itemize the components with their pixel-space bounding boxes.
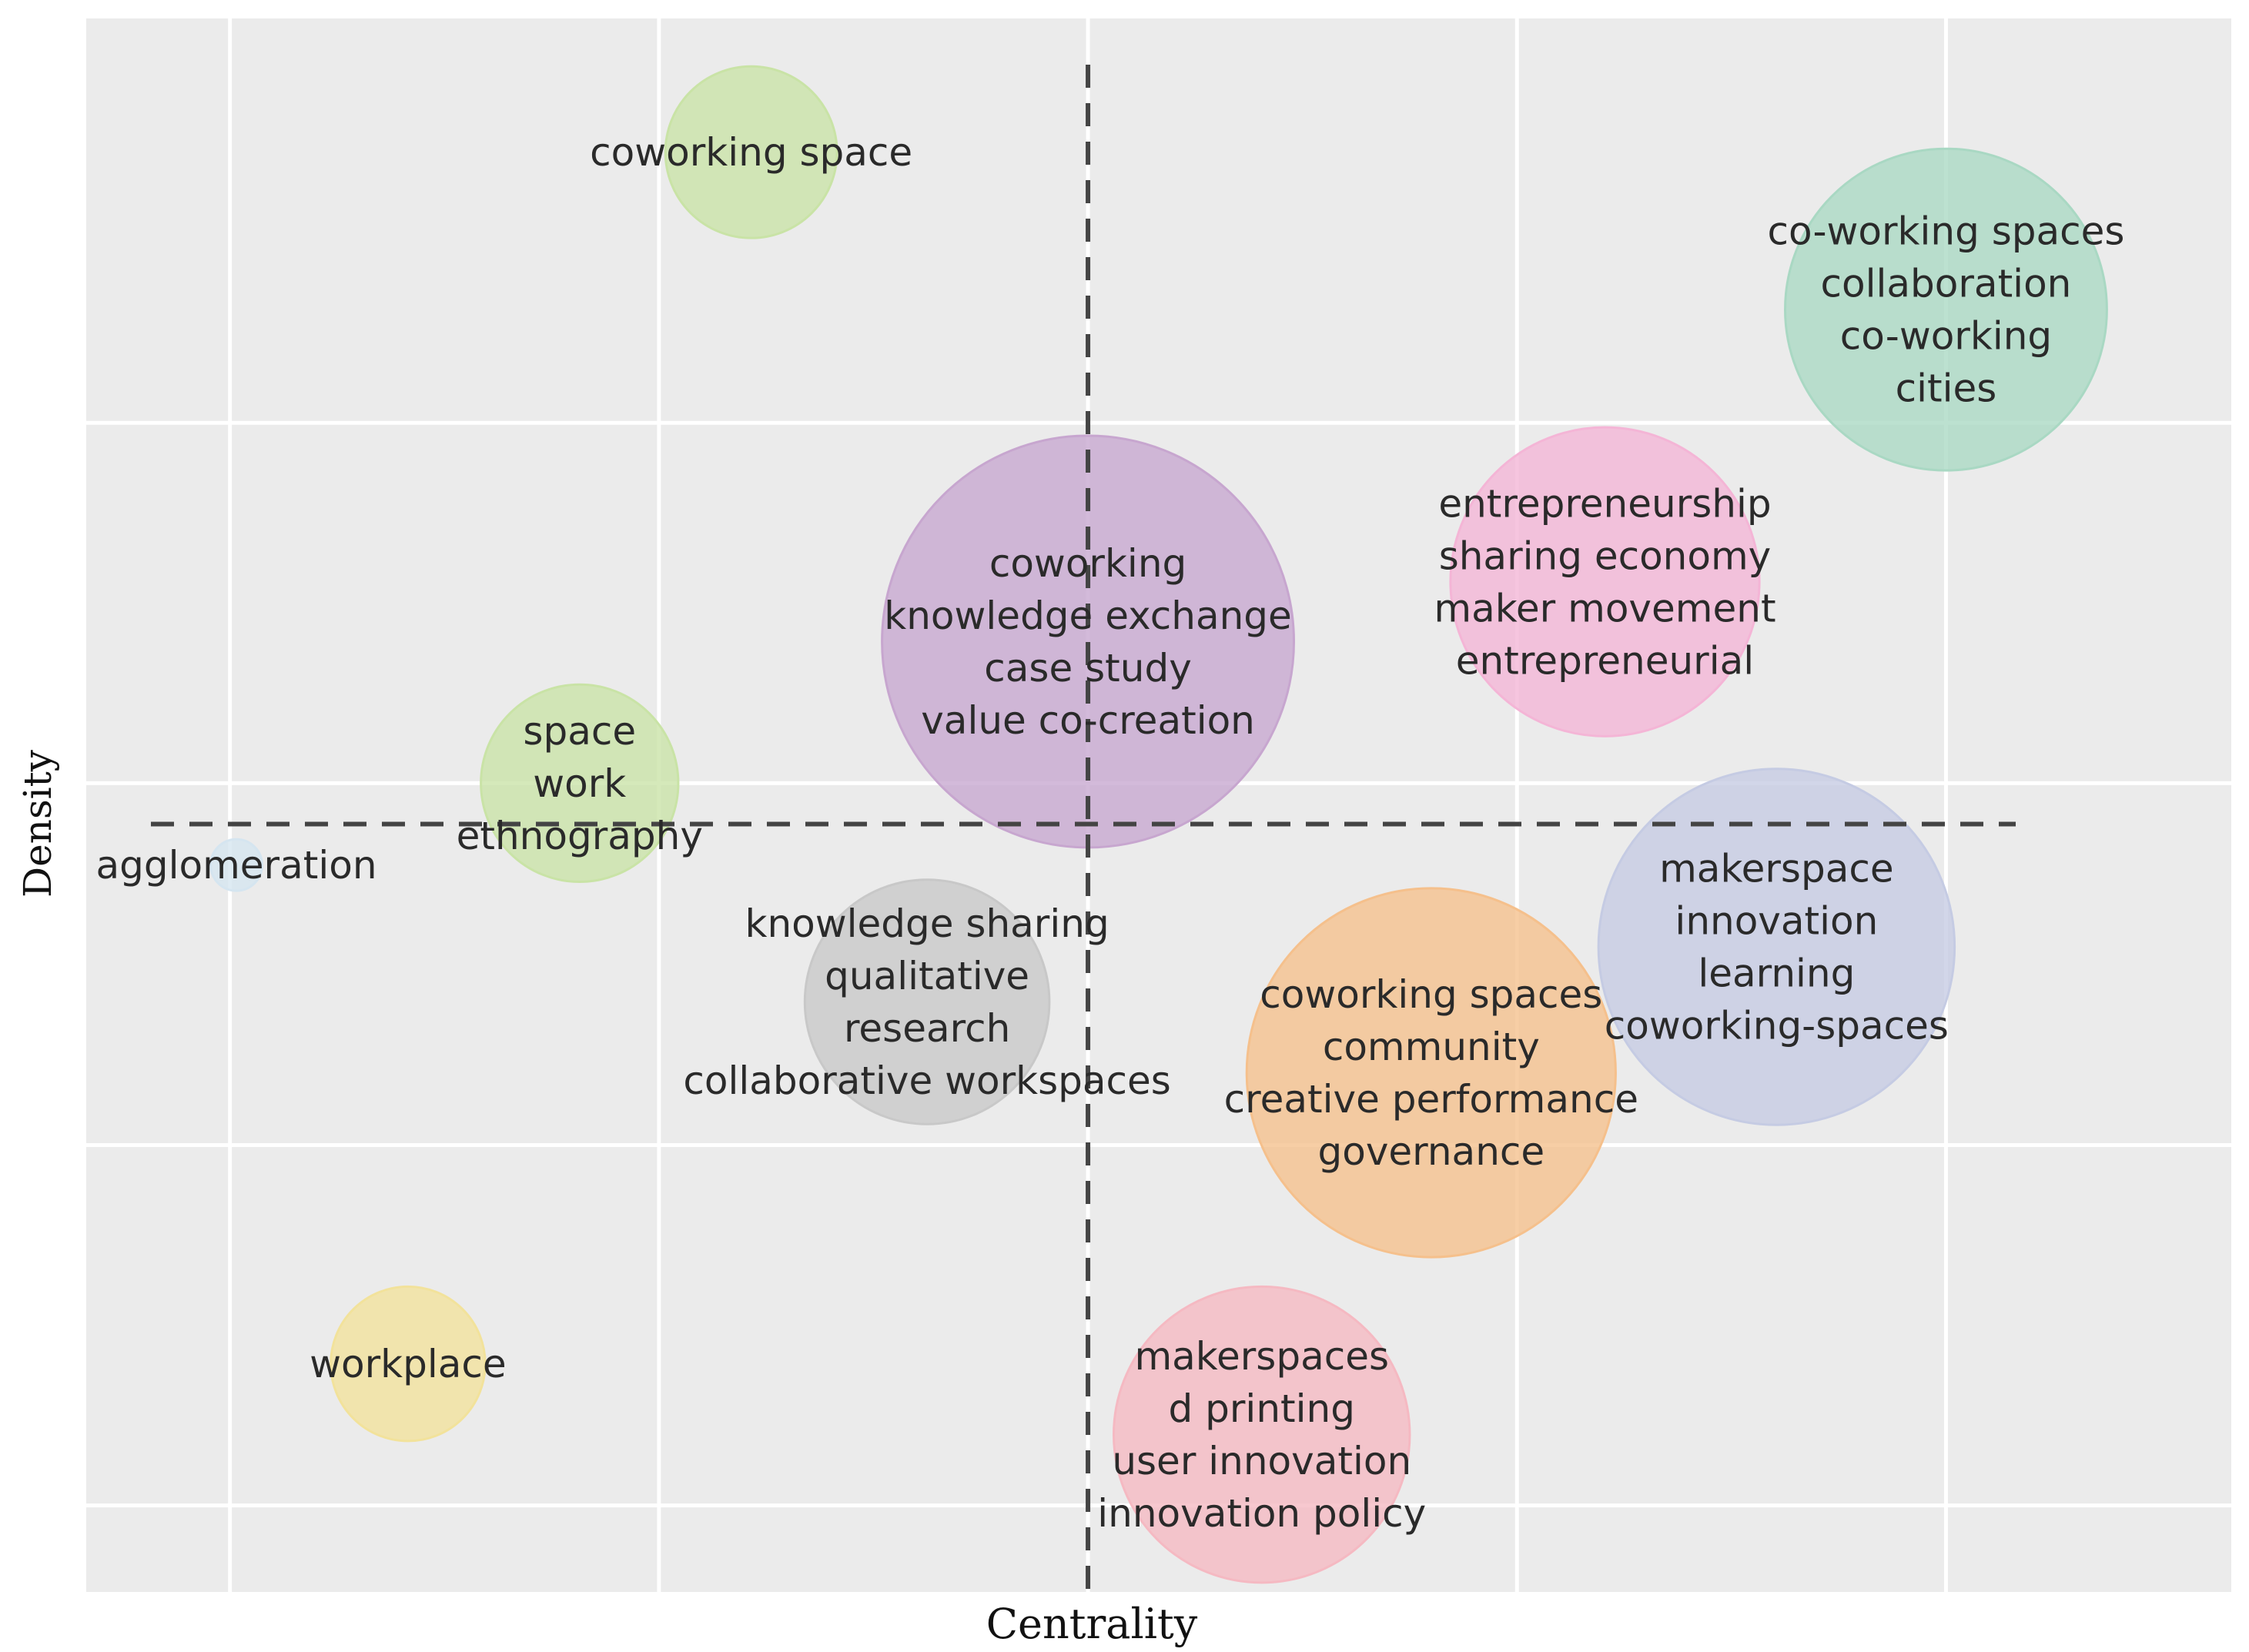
cluster-bubble [664,65,838,239]
cluster-label: qualitative [825,954,1029,998]
cluster-label: d printing [1169,1386,1355,1431]
cluster-label: collaborative workspaces [683,1058,1171,1103]
cluster-label: agglomeration [95,843,377,888]
cluster-label: coworking spaces [1260,972,1602,1017]
cluster-label: research [844,1006,1010,1051]
cluster-label: co-working [1840,314,2052,359]
cluster-label: coworking-spaces [1605,1003,1949,1048]
cluster-label: learning [1698,951,1855,995]
x-axis-title: Centrality [986,1600,1198,1648]
cluster-bubble [1784,147,2108,472]
cluster-label: coworking [989,541,1186,586]
cluster-label: coworking space [590,130,912,175]
cluster-label: work [533,761,626,806]
cluster-label: community [1323,1025,1540,1069]
cluster-label: creative performance [1224,1077,1638,1122]
cluster-bubble [480,683,680,884]
cluster-label: ethnography [457,814,703,858]
cluster-bubble [330,1285,487,1443]
cluster-label: sharing economy [1439,533,1772,578]
cluster-label: maker movement [1434,586,1775,630]
cluster-bubble [209,838,263,892]
cluster-label: makerspaces [1134,1334,1389,1379]
cluster-bubble [803,878,1051,1125]
cluster-label: innovation [1675,898,1878,943]
bubble-label-layer: coworking space co-working spaces collabor… [95,130,2124,1536]
cluster-label: governance [1318,1129,1545,1174]
y-axis-title: Density [15,749,60,898]
reference-lines [151,65,2016,1592]
bubble-layer [209,65,2108,1584]
cluster-bubble [1112,1285,1411,1584]
cluster-label: cities [1896,366,1997,411]
cluster-label: value co-creation [921,698,1255,743]
cluster-bubble [1597,767,1956,1126]
cluster-label: makerspace [1659,846,1894,891]
cluster-label: knowledge exchange [884,594,1292,638]
cluster-label: user innovation [1112,1439,1411,1483]
cluster-label: entrepreneurship [1438,481,1771,526]
cluster-label: space [523,709,636,754]
cluster-label: co-working spaces [1767,209,2124,254]
cluster-label: workplace [310,1342,507,1386]
cluster-label: collaboration [1821,262,2072,306]
cluster-label: innovation policy [1097,1491,1426,1536]
cluster-bubble [1245,887,1617,1259]
cluster-label: case study [984,646,1192,691]
cluster-bubble [1449,426,1761,737]
cluster-label: knowledge sharing [745,901,1109,946]
cluster-label: entrepreneurial [1456,638,1754,683]
